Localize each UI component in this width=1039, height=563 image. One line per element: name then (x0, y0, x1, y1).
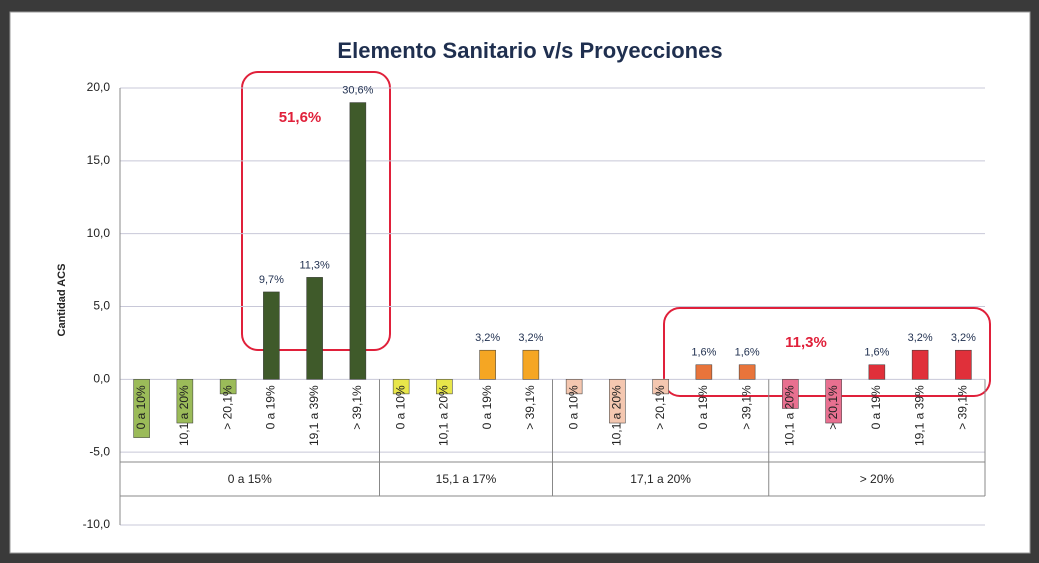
y-tick-label: 0,0 (93, 372, 110, 386)
x-tick-label: 10,1 a 20% (610, 385, 624, 446)
x-tick-label: 19,1 a 39% (307, 385, 321, 446)
x-tick-label: > 39,1% (350, 385, 364, 430)
bar (176, 379, 194, 424)
y-tick-label: 5,0 (93, 299, 110, 313)
x-tick-label: 0 a 10% (134, 385, 148, 429)
y-tick-label: -10,0 (83, 517, 111, 531)
x-tick-label: 19,1 a 39% (912, 385, 926, 446)
bar (652, 379, 669, 395)
annotation: 11,3% (785, 334, 827, 351)
annotation: 51,6% (279, 109, 322, 126)
bar (133, 379, 150, 438)
bar (392, 379, 410, 395)
y-tick-label: -5,0 (89, 444, 110, 458)
bar (609, 379, 626, 424)
bar (479, 349, 496, 380)
bar (955, 349, 972, 380)
bar (263, 291, 280, 380)
bar-label: 11,3% (299, 259, 330, 271)
x-tick-label: > 20,1% (826, 385, 840, 430)
x-tick-label: 10,1 a 20% (783, 385, 797, 446)
x-tick-label: 10,1 a 20% (437, 385, 451, 446)
bar (522, 349, 540, 380)
bar-label: 3,2% (475, 332, 500, 344)
group-label: 0 a 15% (228, 472, 272, 486)
bar-label: 30,6% (342, 84, 373, 96)
x-tick-label: 0 a 19% (480, 385, 494, 429)
bar (695, 364, 713, 380)
x-tick-label: > 39,1% (739, 385, 753, 430)
x-tick-label: 0 a 10% (566, 385, 580, 429)
x-tick-label: > 39,1% (523, 385, 537, 430)
group-label: > 20% (860, 472, 895, 486)
bar (738, 364, 756, 380)
x-tick-label: > 20,1% (653, 385, 667, 430)
bar (565, 379, 583, 395)
chart-title: Elemento Sanitario v/s Proyecciones (337, 38, 722, 63)
bar (219, 379, 237, 395)
x-tick-label: > 20,1% (220, 385, 234, 430)
bar (868, 364, 886, 380)
x-tick-label: 0 a 19% (696, 385, 710, 429)
x-tick-label: 0 a 19% (264, 385, 278, 429)
bar-label: 3,2% (951, 332, 976, 344)
x-tick-label: 10,1 a 20% (177, 385, 191, 446)
bar-label: 1,6% (735, 347, 760, 359)
x-tick-label: 0 a 10% (393, 385, 407, 429)
bar-label: 3,2% (908, 332, 933, 344)
y-tick-label: 10,0 (87, 226, 111, 240)
bar (349, 102, 367, 380)
y-tick-label: 15,0 (87, 153, 111, 167)
bar (436, 379, 453, 395)
y-tick-label: 20,0 (87, 80, 111, 94)
x-tick-label: 0 a 19% (869, 385, 883, 429)
bar (306, 277, 323, 380)
bar-label: 1,6% (691, 347, 716, 359)
bar-label: 9,7% (259, 274, 284, 286)
y-axis-title: Cantidad ACS (56, 264, 68, 337)
x-tick-label: > 39,1% (956, 385, 970, 430)
chart-background (9, 11, 1031, 554)
bar (782, 379, 799, 409)
bar-label: 1,6% (864, 347, 889, 359)
bar (825, 379, 842, 424)
group-label: 17,1 a 20% (630, 472, 691, 486)
group-label: 15,1 a 17% (436, 472, 497, 486)
bar-label: 3,2% (518, 332, 543, 344)
bar (911, 349, 929, 380)
